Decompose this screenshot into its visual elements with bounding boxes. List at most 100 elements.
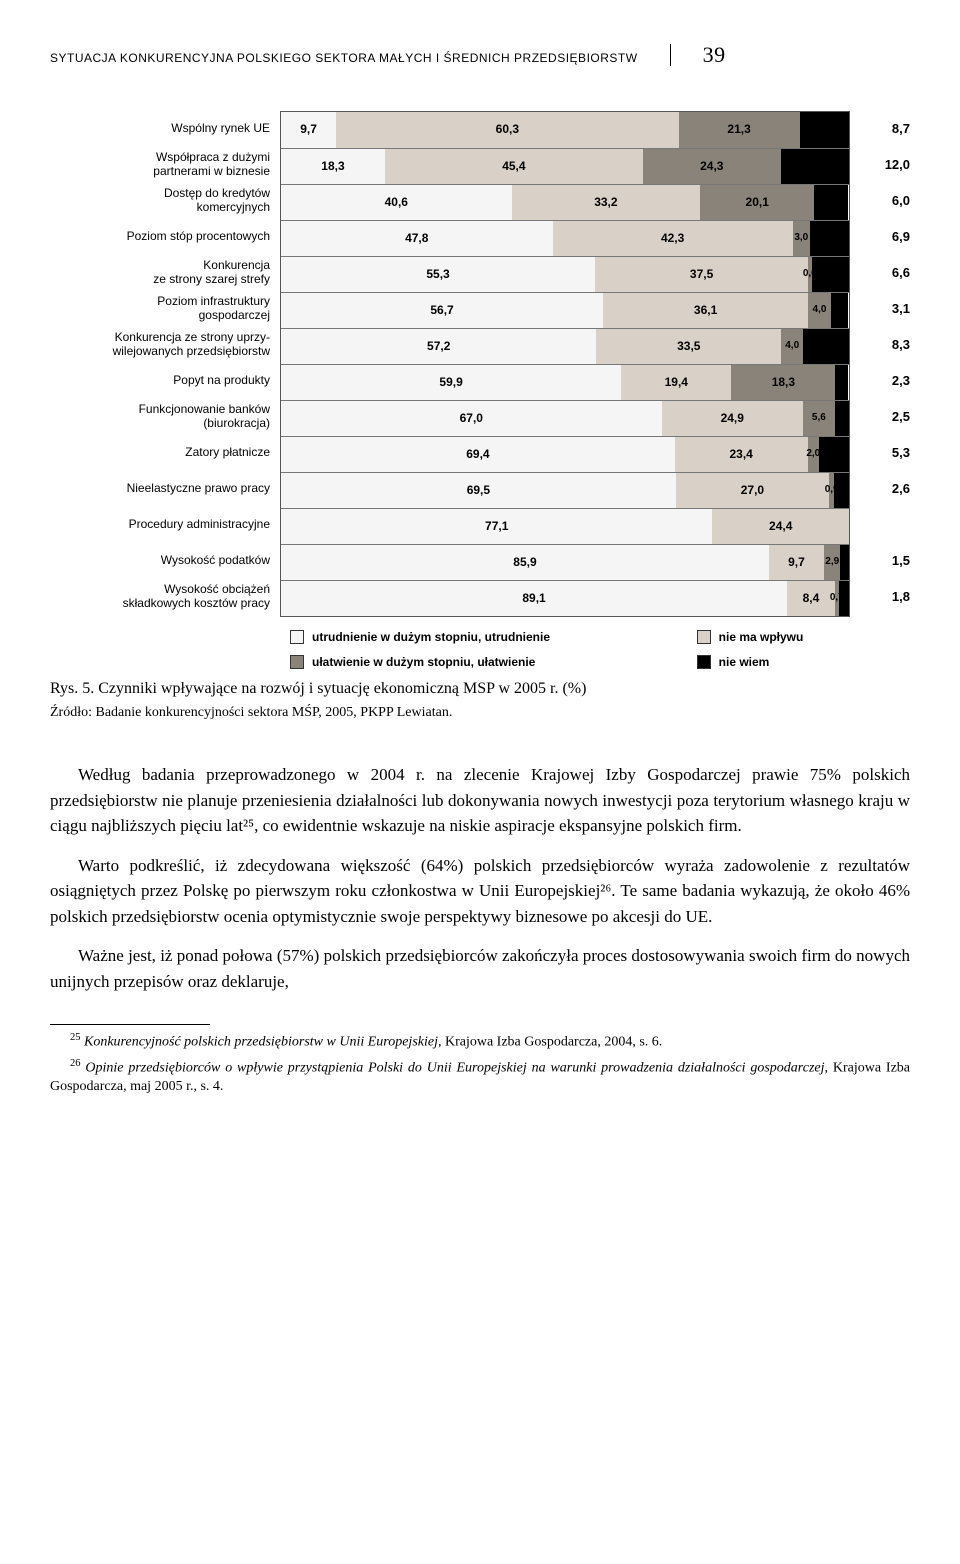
chart: Wspólny rynek UEWspółpraca z dużymipartn…: [50, 111, 910, 617]
footnotes: 25 Konkurencyjność polskich przedsiębior…: [50, 1031, 910, 1097]
chart-bar-segment: [810, 221, 849, 256]
chart-row-right-value: 1,5: [862, 543, 910, 579]
legend-swatch: [697, 655, 711, 669]
chart-bar-segment: 85,9: [281, 545, 769, 580]
chart-bar-row: 18,345,424,3: [281, 148, 849, 184]
chart-bar-row: 85,99,72,9: [281, 544, 849, 580]
chart-bar-segment: 37,5: [595, 257, 808, 292]
chart-bar-segment: 2,0: [808, 437, 819, 472]
chart-bar-row: 47,842,33,0: [281, 220, 849, 256]
chart-bar-segment: 36,1: [603, 293, 808, 328]
chart-row-right-value: 8,3: [862, 327, 910, 363]
chart-bar-segment: 60,3: [336, 112, 679, 148]
chart-bar-segment: 9,7: [281, 112, 336, 148]
legend-swatch: [290, 655, 304, 669]
chart-bar-segment: 3,0: [793, 221, 810, 256]
legend-swatch: [697, 630, 711, 644]
chart-bar-segment: 4,0: [781, 329, 803, 364]
chart-row-label: Zatory płatnicze: [50, 435, 270, 471]
legend-item: ułatwienie w dużym stopniu, ułatwienie: [290, 654, 637, 671]
chart-row-right-value: [862, 507, 910, 543]
chart-bar-segment: 24,3: [643, 149, 781, 184]
footnote: 25 Konkurencyjność polskich przedsiębior…: [50, 1031, 910, 1053]
chart-bar-segment: 18,3: [281, 149, 385, 184]
chart-bar-segment: 8,4: [787, 581, 835, 616]
chart-right-values: 8,712,06,06,96,63,18,32,32,55,32,61,51,8: [850, 111, 910, 617]
chart-bar-segment: [840, 545, 849, 580]
legend-item: utrudnienie w dużym stopniu, utrudnienie: [290, 629, 637, 646]
page-number: 39: [703, 40, 726, 71]
chart-row-right-value: 3,1: [862, 291, 910, 327]
chart-bar-segment: 23,4: [675, 437, 808, 472]
chart-bar-segment: [800, 112, 849, 148]
chart-bar-segment: [803, 329, 849, 364]
legend-swatch: [290, 630, 304, 644]
chart-bar-segment: [819, 437, 849, 472]
chart-bar-segment: 69,4: [281, 437, 675, 472]
chart-row-right-value: 6,6: [862, 255, 910, 291]
chart-bar-segment: [834, 473, 849, 508]
chart-row-label: Konkurencja ze strony uprzy-wilejowanych…: [50, 327, 270, 363]
figure-source: Źródło: Badanie konkurencyjności sektora…: [50, 703, 910, 723]
chart-row-label: Nieelastyczne prawo pracy: [50, 471, 270, 507]
chart-bar-row: 56,736,14,0: [281, 292, 849, 328]
chart-bar-row: 69,423,42,0: [281, 436, 849, 472]
chart-bar-segment: 57,2: [281, 329, 596, 364]
body-text: Według badania przeprowadzonego w 2004 r…: [50, 762, 910, 994]
chart-bar-row: 67,024,95,6: [281, 400, 849, 436]
legend-label: utrudnienie w dużym stopniu, utrudnienie: [312, 629, 550, 646]
chart-bar-segment: 20,1: [700, 185, 814, 220]
chart-row-right-value: 2,6: [862, 471, 910, 507]
chart-bar-segment: 67,0: [281, 401, 662, 436]
chart-plot-area: 9,760,321,318,345,424,340,633,220,147,84…: [280, 111, 850, 617]
chart-row-label: Dostęp do kredytówkomercyjnych: [50, 183, 270, 219]
legend-label: ułatwienie w dużym stopniu, ułatwienie: [312, 654, 535, 671]
chart-bar-segment: [831, 293, 849, 328]
legend-item: nie ma wpływu: [697, 629, 890, 646]
chart-bar-segment: 42,3: [553, 221, 793, 256]
chart-bar-row: 69,527,00,9: [281, 472, 849, 508]
chart-bar-segment: 24,4: [712, 509, 849, 544]
chart-bar-segment: 56,7: [281, 293, 603, 328]
chart-bar-segment: 4,0: [808, 293, 831, 328]
figure-caption: Rys. 5. Czynniki wpływające na rozwój i …: [50, 678, 910, 700]
chart-row-right-value: 2,3: [862, 363, 910, 399]
chart-bar-segment: 40,6: [281, 185, 512, 220]
chart-row-label: Poziom stóp procentowych: [50, 219, 270, 255]
legend-label: nie ma wpływu: [719, 629, 804, 646]
legend-label: nie wiem: [719, 654, 770, 671]
running-head-title: SYTUACJA KONKURENCYJNA POLSKIEGO SEKTORA…: [50, 50, 638, 67]
chart-bar-segment: [814, 185, 848, 220]
chart-bar-segment: 2,9: [824, 545, 840, 580]
chart-bar-segment: 18,3: [731, 365, 835, 400]
chart-bar-segment: 69,5: [281, 473, 676, 508]
chart-bar-segment: 33,5: [596, 329, 781, 364]
chart-bar-segment: 47,8: [281, 221, 553, 256]
footnote: 26 Opinie przedsiębiorców o wpływie przy…: [50, 1057, 910, 1097]
chart-bar-segment: 24,9: [662, 401, 803, 436]
chart-row-label: Funkcjonowanie banków(biurokracja): [50, 399, 270, 435]
chart-y-labels: Wspólny rynek UEWspółpraca z dużymipartn…: [50, 111, 280, 617]
body-paragraph: Ważne jest, iż ponad połowa (57%) polski…: [50, 943, 910, 994]
chart-row-label: Wysokość podatków: [50, 543, 270, 579]
chart-row-label: Popyt na produkty: [50, 363, 270, 399]
chart-bar-segment: 9,7: [769, 545, 824, 580]
legend-item: nie wiem: [697, 654, 890, 671]
chart-bar-segment: 45,4: [385, 149, 643, 184]
chart-bar-segment: 21,3: [679, 112, 800, 148]
chart-row-label: Współpraca z dużymipartnerami w biznesie: [50, 147, 270, 183]
chart-bar-segment: [835, 365, 848, 400]
chart-row-label: Wysokość obciążeńskładkowych kosztów pra…: [50, 579, 270, 615]
chart-row-label: Wspólny rynek UE: [50, 111, 270, 147]
chart-bar-segment: 59,9: [281, 365, 621, 400]
chart-row-right-value: 12,0: [862, 147, 910, 183]
chart-bar-segment: [781, 149, 849, 184]
chart-bar-segment: 19,4: [621, 365, 731, 400]
body-paragraph: Warto podkreślić, iż zdecydowana większo…: [50, 853, 910, 930]
chart-bar-row: 89,18,40,7: [281, 580, 849, 616]
chart-row-label: Poziom infrastrukturygospodarczej: [50, 291, 270, 327]
chart-row-right-value: 5,3: [862, 435, 910, 471]
chart-bar-row: 77,124,4: [281, 508, 849, 544]
chart-bar-segment: 55,3: [281, 257, 595, 292]
chart-bar-row: 57,233,54,0: [281, 328, 849, 364]
